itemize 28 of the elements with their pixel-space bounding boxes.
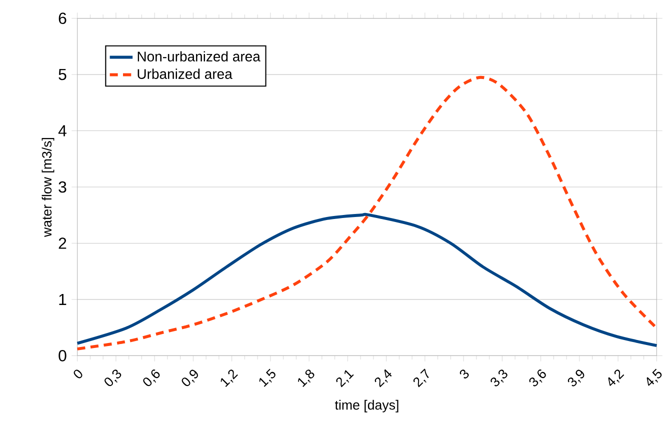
y-tick-label: 2: [58, 238, 66, 249]
y-tick-label: 4: [58, 125, 66, 136]
line-series: [76, 213, 658, 348]
y-tick-label: 5: [58, 68, 66, 80]
x-tick-label: 4,5: [646, 368, 662, 386]
y-tick-label: 6: [58, 12, 66, 24]
legend-label: Non-urbanized area: [138, 51, 260, 62]
x-tick-label: 1,5: [259, 368, 276, 387]
x-tick-label: 4,2: [608, 370, 624, 386]
y-tick-label: 3: [58, 181, 66, 193]
x-tick-label: 3: [460, 370, 469, 378]
x-tick-label: 1,8: [298, 370, 314, 387]
x-tick-label: 2,7: [413, 368, 429, 388]
x-tick-label: 0,9: [182, 370, 198, 386]
legend-label: Urbanized area: [138, 68, 232, 79]
x-axis-title: time [days]: [334, 400, 398, 412]
x-tick-label: 3,9: [568, 370, 584, 386]
x-tick-label: 0,6: [143, 370, 160, 386]
y-tick-label: 1: [59, 294, 66, 305]
y-axis-title: water flow [m3/s]: [42, 138, 54, 238]
x-tick-label: 0,3: [104, 370, 122, 386]
x-tick-label: 2,1: [336, 370, 354, 388]
x-tick-label: 1,2: [220, 370, 238, 387]
y-tick-label: 0: [58, 350, 66, 362]
x-tick-label: 3,6: [529, 370, 546, 386]
x-tick-label: 2,4: [374, 369, 392, 388]
x-tick-label: 0: [74, 370, 82, 378]
x-tick-label: 3,3: [490, 370, 508, 386]
